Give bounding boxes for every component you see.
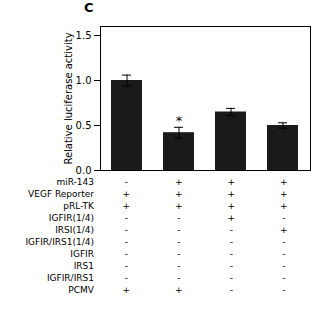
html-text:IGFIR(1/4): IGFIR(1/4) xyxy=(48,213,94,223)
svg-text:1.5: 1.5 xyxy=(76,30,92,41)
html-text:IGFIR/IRS1: IGFIR/IRS1 xyxy=(46,273,94,283)
html-text:IRSI(1/4): IRSI(1/4) xyxy=(55,225,94,235)
svg-text:0.0: 0.0 xyxy=(76,165,92,176)
svg-text:*: * xyxy=(176,113,183,128)
svg-text:0.5: 0.5 xyxy=(76,120,92,131)
svg-text:Relative luciferase activity: Relative luciferase activity xyxy=(63,32,74,164)
html-text:C: C xyxy=(84,0,94,15)
html-text:VEGF Reporter: VEGF Reporter xyxy=(28,189,94,199)
html-text:IGFIR: IGFIR xyxy=(70,249,94,259)
html-text:IRS1: IRS1 xyxy=(73,261,94,271)
html-text:miR-143: miR-143 xyxy=(56,177,94,187)
svg-text:1.0: 1.0 xyxy=(76,75,92,86)
html-text:PCMV: PCMV xyxy=(68,285,94,295)
html-text:pRL-TK: pRL-TK xyxy=(63,201,94,211)
html-text:IGFIR/IRS1(1/4): IGFIR/IRS1(1/4) xyxy=(25,237,94,247)
